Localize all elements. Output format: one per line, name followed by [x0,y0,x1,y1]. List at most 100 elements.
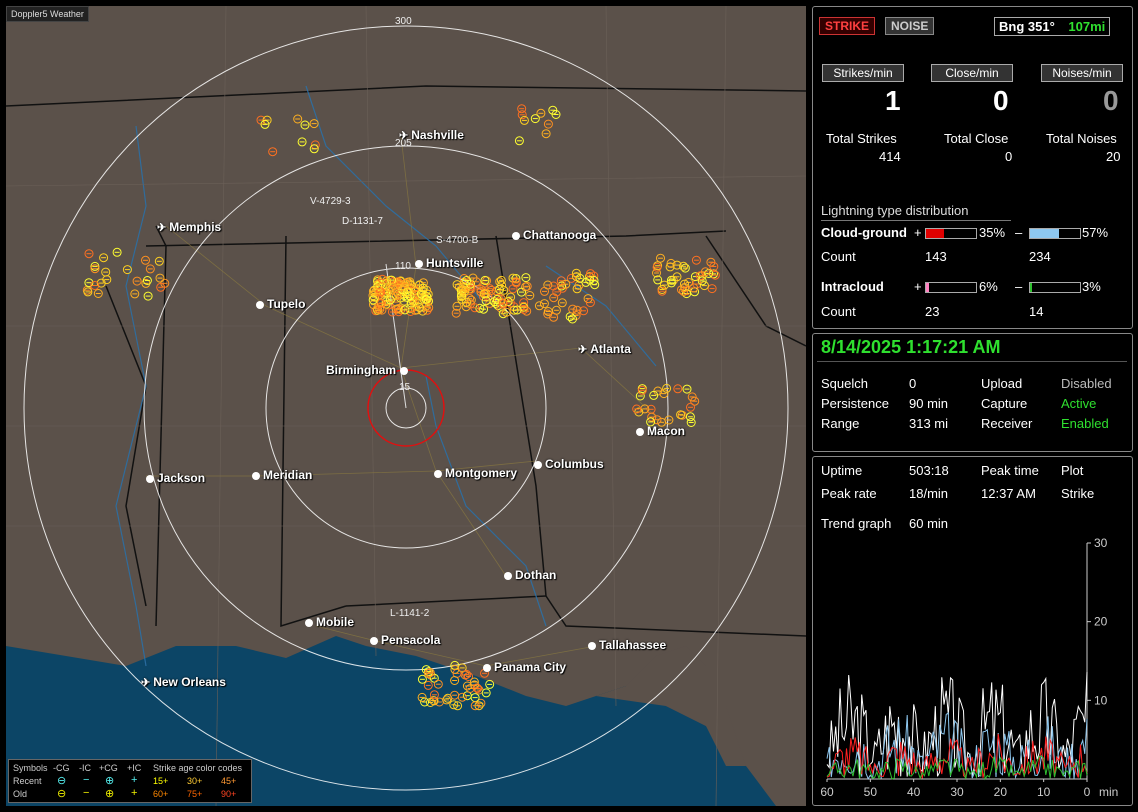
trend-x-tick-label: 30 [950,785,964,799]
strike-marker [462,669,471,679]
strike-marker [450,676,460,685]
trend-cg-pos-line [826,733,1088,779]
storm-label[interactable]: D-1131-7 [342,216,383,227]
strike-marker [132,276,142,286]
strike-marker [517,287,526,297]
strike-marker [417,674,427,684]
city-dot-icon [534,461,542,469]
strike-marker [505,298,515,308]
strike-marker [479,282,489,292]
strike-marker [93,289,103,298]
strikes-per-min-header[interactable]: Strikes/min [822,64,904,82]
city-birmingham: Birmingham [326,363,411,377]
plot-value[interactable]: Strike [1061,486,1095,501]
strike-marker [514,136,524,146]
strike-marker [451,308,461,318]
upload-status[interactable]: Disabled [1061,376,1112,391]
radar-map[interactable]: Doppler5 Weather 300 205 110 15 V-4729-3… [6,6,806,806]
strike-marker [666,258,676,268]
trend-ic-line [826,755,1088,781]
ic-neg-count: 14 [1029,304,1044,319]
airplane-icon: ✈ [157,222,167,234]
city-dot-icon [588,642,596,650]
strike-marker [572,305,582,315]
strike-marker [373,281,383,291]
strike-marker [543,119,553,129]
strike-marker [145,264,155,274]
strike-marker [112,247,122,257]
age-code: 90+ [221,789,237,799]
bearing-label: Bng 351° [999,19,1055,34]
strike-marker [501,307,511,317]
range-value[interactable]: 313 mi [909,416,949,431]
peak-time-label: Peak time [981,463,1039,478]
strike-marker [462,276,472,285]
ic-neg-sign: – [1015,279,1023,294]
strike-marker [470,303,480,313]
strike-marker [637,385,647,395]
city-columbus: Columbus [534,457,604,471]
stats-panel: STRIKE NOISE Bng 351° 107mi Strikes/min … [812,6,1133,329]
strike-marker [530,114,540,124]
close-per-min-header[interactable]: Close/min [931,64,1013,82]
strike-marker [143,291,153,301]
neg-cg-recent-icon: ⊖ [57,775,67,787]
squelch-value[interactable]: 0 [909,376,917,391]
trend-x-tick-label: 20 [994,785,1008,799]
city-pensacola: Pensacola [370,633,440,647]
strike-marker [425,668,435,678]
strike-marker [84,278,94,288]
storm-label[interactable]: L-1141-2 [390,608,430,619]
total-close: 0 [1005,149,1013,164]
strike-marker [511,278,521,288]
peak-rate-label: Peak rate [821,486,877,501]
strike-button[interactable]: STRIKE [819,17,876,35]
strike-marker [549,293,559,303]
strike-marker [685,412,695,422]
strike-marker [122,265,132,275]
strike-marker [486,285,496,295]
strike-marker [571,268,581,278]
strike-marker [525,291,535,300]
strike-marker [680,279,689,289]
cg-pos-pct: 35% [979,225,1006,240]
legend-col: -IC [79,763,91,773]
strike-marker [690,272,700,282]
strike-marker [421,301,431,311]
strike-marker [485,679,495,689]
city-dot-icon [483,664,491,672]
total-noises-label: Total Noises [1046,131,1117,146]
strike-marker [649,390,659,400]
persistence-label: Persistence [821,396,889,411]
trend-x-tick-label: 40 [907,785,921,799]
receiver-status[interactable]: Enabled [1061,416,1109,431]
strike-marker [522,281,532,291]
noise-button[interactable]: NOISE [885,17,935,35]
strike-marker [260,119,270,129]
storm-label[interactable]: V-4729-3 [310,196,351,207]
strike-marker [84,249,94,259]
cg-neg-bar [1029,228,1081,239]
strike-marker [499,285,509,295]
strike-marker [420,697,430,707]
strike-marker [481,688,491,698]
city-dot-icon [504,572,512,580]
city-dot-icon [512,232,520,240]
storm-label[interactable]: S-4700-B [436,235,479,246]
trend-panel: Uptime 503:18 Peak time Plot Peak rate 1… [812,456,1133,806]
city-meridian: Meridian [252,468,312,482]
trend-graph-value[interactable]: 60 min [909,516,949,531]
cg-pos-count: 143 [925,249,947,264]
noises-per-min-header[interactable]: Noises/min [1041,64,1123,82]
strike-marker [400,305,410,315]
strike-marker [142,276,152,285]
city-tupelo: Tupelo [256,297,305,311]
strike-marker [154,256,164,266]
capture-status[interactable]: Active [1061,396,1097,411]
persistence-value[interactable]: 90 min [909,396,949,411]
pos-cg-recent-icon: ⊕ [105,775,115,787]
strike-marker [423,680,433,690]
strike-marker [539,299,549,309]
ic-pos-count: 23 [925,304,940,319]
ic-pos-pct: 6% [979,279,998,294]
